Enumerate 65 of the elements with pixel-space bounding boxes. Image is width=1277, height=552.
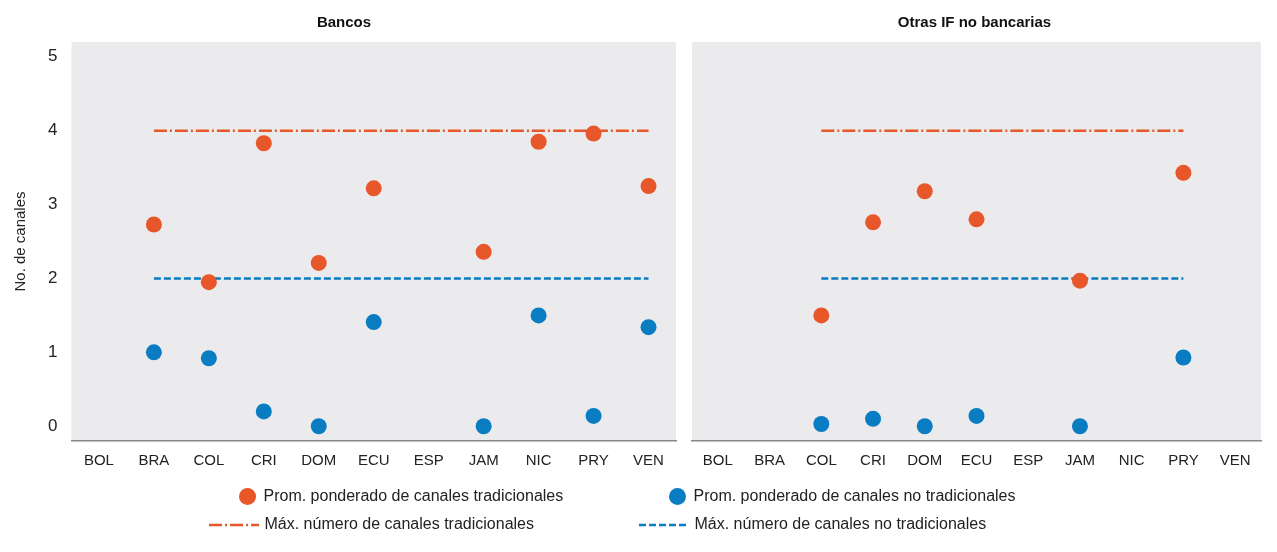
x-tick-label: VEN xyxy=(633,451,664,469)
point xyxy=(145,216,162,233)
point xyxy=(310,418,327,435)
x-tick-label: BRA xyxy=(754,451,786,469)
x-tick-label: CRI xyxy=(860,451,886,469)
x-tick-label: JAM xyxy=(1064,451,1095,469)
y-tick-label: 0 xyxy=(47,415,58,435)
point xyxy=(145,344,162,361)
point xyxy=(1175,164,1192,181)
legend-label: Máx. número de canales no tradicionales xyxy=(693,515,988,534)
x-tick-label: JAM xyxy=(468,451,499,469)
legend-label: Prom. ponderado de canales tradicionales xyxy=(262,487,565,506)
point xyxy=(640,178,657,195)
x-tick-label: COL xyxy=(805,451,837,469)
point xyxy=(865,214,882,231)
point xyxy=(255,403,272,420)
x-tick-label: ESP xyxy=(1013,451,1044,469)
point xyxy=(585,125,602,142)
chart-title: Otras IF no bancarias xyxy=(897,13,1052,31)
point xyxy=(200,274,217,291)
point xyxy=(310,254,327,271)
legend-label: Máx. número de canales tradicionales xyxy=(263,515,535,534)
x-tick-label: CRI xyxy=(250,451,277,469)
point xyxy=(365,180,382,197)
x-tick-label: ESP xyxy=(413,451,444,469)
point xyxy=(916,183,933,200)
chart-title: Bancos xyxy=(316,13,372,31)
x-tick-label: BOL xyxy=(702,451,733,469)
y-axis-title: No. de canales xyxy=(11,191,29,292)
point xyxy=(813,307,830,324)
x-tick-label: ECU xyxy=(357,451,390,469)
x-tick-label: COL xyxy=(193,451,225,469)
point xyxy=(968,211,985,228)
point xyxy=(1071,418,1088,435)
point xyxy=(585,407,602,424)
x-tick-label: NIC xyxy=(1118,451,1145,469)
point xyxy=(640,319,657,336)
point xyxy=(1175,349,1192,366)
x-tick-label: BRA xyxy=(138,451,170,469)
x-tick-label: PRY xyxy=(578,451,609,469)
point xyxy=(200,350,217,367)
legend-label: Prom. ponderado de canales no tradicionales xyxy=(692,487,1017,506)
point xyxy=(1071,272,1088,289)
point xyxy=(365,314,382,331)
x-tick-label: VEN xyxy=(1219,451,1251,469)
x-tick-label: DOM xyxy=(907,451,943,469)
point xyxy=(968,407,985,424)
point xyxy=(255,135,272,152)
y-tick-label: 4 xyxy=(47,120,58,140)
point xyxy=(813,416,830,433)
y-tick-label: 5 xyxy=(47,46,58,66)
x-tick-label: ECU xyxy=(960,451,993,469)
y-tick-label: 1 xyxy=(47,342,58,362)
x-tick-label: PRY xyxy=(1168,451,1199,469)
x-tick-label: NIC xyxy=(525,451,552,469)
point xyxy=(865,410,882,427)
point xyxy=(916,418,933,435)
x-tick-label: BOL xyxy=(83,451,114,469)
point xyxy=(530,133,547,150)
point xyxy=(475,243,492,260)
y-tick-label: 3 xyxy=(47,194,58,214)
y-tick-label: 2 xyxy=(47,268,58,288)
point xyxy=(475,418,492,435)
point xyxy=(530,307,547,324)
x-tick-label: DOM xyxy=(301,451,337,469)
